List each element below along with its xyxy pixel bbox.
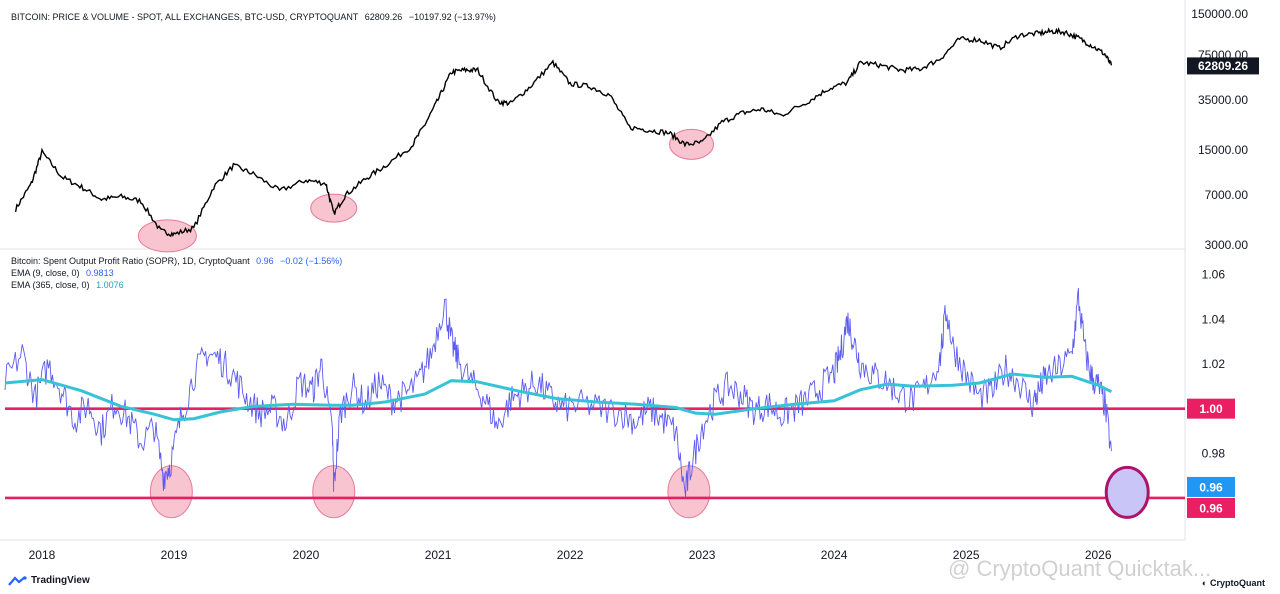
price-low-circle: [310, 193, 358, 223]
price-badge-label: 62809.26: [1198, 59, 1248, 73]
tradingview-label: TradingView: [31, 575, 90, 586]
current-sopr-circle: [1104, 465, 1150, 519]
price-legend: BITCOIN: PRICE & VOLUME - SPOT, ALL EXCH…: [11, 12, 496, 22]
price-badge-bg: [1187, 57, 1259, 75]
price-low-highlights: [137, 128, 715, 253]
ema9-legend: EMA (9, close, 0) 0.9813: [11, 268, 114, 278]
sopr-change: −0.02 (−1.56%): [280, 256, 343, 266]
price-value: 62809.26: [364, 12, 403, 22]
price-tick-label: 150000.00: [1191, 7, 1248, 21]
sopr-value-badges: 1.00 0.96 0.96: [1187, 398, 1235, 518]
x-tick-label: 2022: [557, 548, 584, 562]
ema365-label: EMA (365, close, 0): [11, 280, 90, 290]
sopr-badge-bg: [1187, 497, 1235, 518]
sopr-title: Bitcoin: Spent Output Profit Ratio (SOPR…: [11, 256, 250, 266]
price-series-line: [14, 27, 1113, 238]
sopr-tick-label: 1.04: [1202, 312, 1226, 326]
sopr-low-circle: [667, 465, 711, 519]
price-change: −10197.92 (−13.97%): [408, 12, 496, 22]
time-x-axis: 2018 2019 2020 2021 2022 2023 2024 2025 2026: [29, 548, 1112, 562]
tradingview-icon: [8, 575, 27, 586]
price-tick-label: 15000.00: [1198, 143, 1248, 157]
sopr-low-highlights: [149, 465, 711, 519]
price-tick-label: 3000.00: [1205, 238, 1249, 252]
ema365-legend: EMA (365, close, 0) 1.0076: [11, 280, 124, 290]
x-tick-label: 2021: [425, 548, 452, 562]
current-sopr-highlight: [1104, 465, 1150, 519]
sopr-y-axis: 1.06 1.04 1.02 0.98: [1202, 268, 1226, 461]
x-tick-label: 2023: [689, 548, 716, 562]
ema365-series-line: [4, 372, 1113, 422]
price-title: BITCOIN: PRICE & VOLUME - SPOT, ALL EXCH…: [11, 12, 359, 22]
x-tick-label: 2020: [293, 548, 320, 562]
sopr-badge-label: 1.00: [1199, 402, 1223, 416]
tradingview-logo[interactable]: TradingView: [8, 575, 90, 586]
sopr-badge-bg: [1187, 398, 1235, 419]
cryptoquant-watermark: @ CryptoQuant Quicktak...: [948, 556, 1212, 581]
sopr-badge-bg: [1187, 476, 1235, 497]
cryptoquant-icon: ◐: [1202, 578, 1208, 588]
sopr-badge-label: 0.96: [1199, 480, 1223, 494]
ema9-value: 0.9813: [86, 268, 114, 278]
price-tick-label: 7000.00: [1205, 188, 1249, 202]
cryptoquant-label: CryptoQuant: [1209, 578, 1265, 588]
price-y-axis: 150000.0075000.0035000.0015000.007000.00…: [1191, 7, 1248, 252]
sopr-horizontal-levels: [5, 407, 1185, 500]
sopr-badge-label: 0.96: [1199, 501, 1223, 515]
x-tick-label: 2025: [953, 548, 980, 562]
cryptoquant-logo: ◐ CryptoQuant: [1202, 578, 1265, 588]
price-last-value-badge: 62809.26: [1187, 57, 1259, 75]
sopr-value: 0.96: [256, 256, 274, 266]
price-tick-label: 35000.00: [1198, 93, 1248, 107]
x-tick-label: 2018: [29, 548, 56, 562]
sopr-tick-label: 1.06: [1202, 268, 1226, 282]
sopr-legend: Bitcoin: Spent Output Profit Ratio (SOPR…: [11, 256, 342, 266]
x-tick-label: 2026: [1085, 548, 1112, 562]
x-tick-label: 2024: [821, 548, 848, 562]
ema365-value: 1.0076: [96, 280, 124, 290]
sopr-tick-label: 1.02: [1202, 357, 1226, 371]
sopr-tick-label: 0.98: [1202, 446, 1226, 460]
ema9-label: EMA (9, close, 0): [11, 268, 80, 278]
x-tick-label: 2019: [161, 548, 188, 562]
